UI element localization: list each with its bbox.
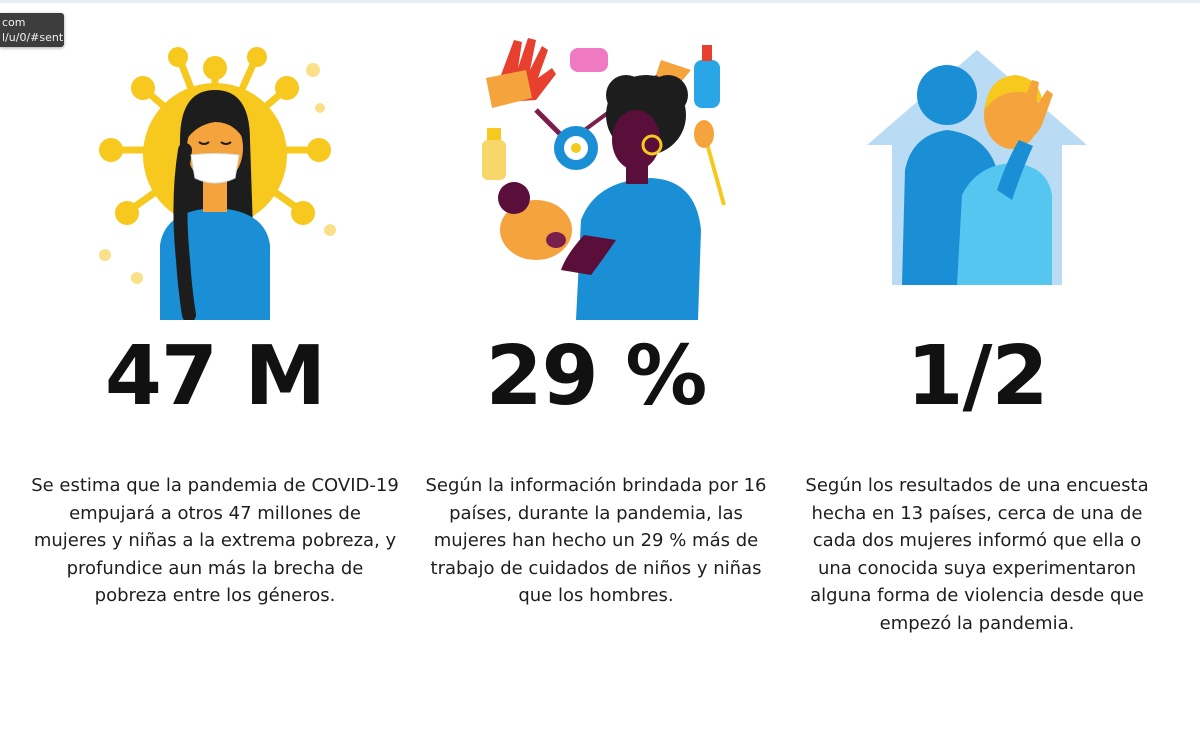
browser-top-border [0, 0, 1200, 3]
stat-value: 29 % [485, 329, 708, 424]
stat-description: Se estima que la pandemia de COVID-19 em… [31, 475, 399, 606]
stat-value: 47 M [104, 329, 326, 424]
tooltip-line-1: com [2, 16, 26, 29]
stat-description: Según la información brindada por 16 paí… [425, 475, 767, 606]
stat-description: Según los resultados de una encuesta hec… [805, 475, 1149, 634]
woman-with-mask-illustration [85, 30, 345, 320]
woman-holding-baby-illustration [466, 30, 726, 320]
stat-card-poverty: 47 M Se estima que la pandemia de COVID-… [25, 0, 405, 750]
house-violence-icon [867, 50, 1087, 285]
care-work-icon [482, 38, 726, 320]
virus-woman-icon [99, 47, 336, 320]
stat-card-violence: 1/2 Según los resultados de una encuesta… [787, 0, 1167, 750]
stat-value: 1/2 [906, 329, 1048, 424]
woman-in-house-illustration [847, 30, 1107, 320]
tooltip-line-2: l/u/0/#sent [2, 31, 64, 44]
status-url-tooltip: com l/u/0/#sent [0, 13, 64, 47]
stat-card-care-work: 29 % Según la información brindada por 1… [406, 0, 786, 750]
